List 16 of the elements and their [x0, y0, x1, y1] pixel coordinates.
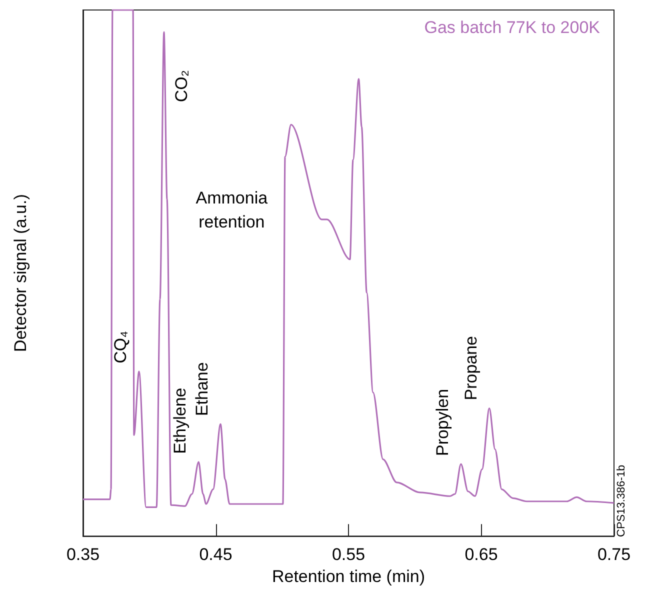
annotation: Ethylene: [170, 388, 190, 454]
annotation: CO₂: [172, 70, 191, 102]
x-tick-label: 0.55: [332, 545, 366, 564]
x-axis-title: Retention time (min): [272, 567, 426, 586]
y-axis-title: Detector signal (a.u.): [11, 194, 30, 352]
annotation: Propane: [461, 336, 480, 400]
annotation: Ethane: [192, 362, 212, 416]
x-tick-label: 0.45: [199, 545, 232, 564]
text: CPS13.386-1b: [616, 464, 628, 537]
x-tick-label: 0.65: [464, 545, 498, 564]
annotation: Propylen: [432, 388, 452, 456]
annotation: CQ₄: [111, 330, 130, 364]
text: Gas batch 77K to 200K: [424, 18, 601, 37]
x-tick-label: 0.35: [66, 545, 100, 564]
x-tick-label: 0.75: [597, 545, 631, 564]
annotation: Ammonia retention: [196, 188, 268, 232]
